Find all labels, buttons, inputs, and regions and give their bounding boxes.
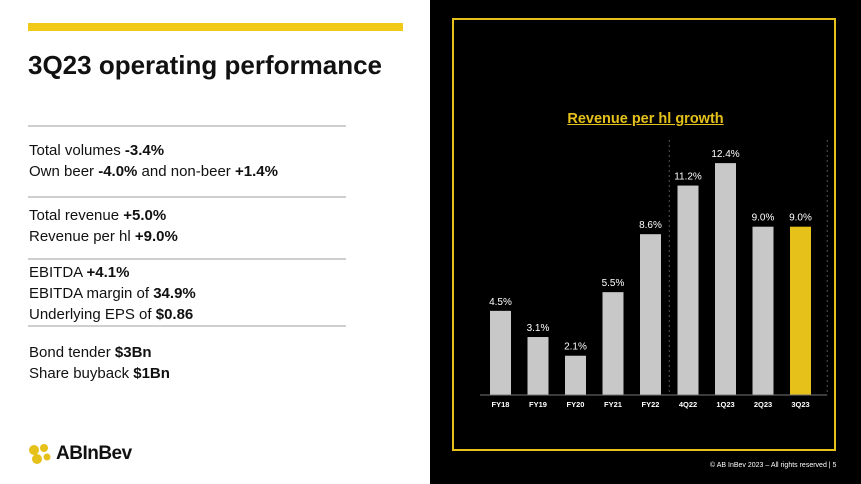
bar-fy20	[565, 355, 586, 395]
kpi-group-revenue: Total revenue +5.0% Revenue per hl +9.0%	[29, 205, 178, 247]
kpi-line: Revenue per hl +9.0%	[29, 226, 178, 247]
abinbev-logo-icon	[29, 444, 51, 464]
kpi-label: Bond tender	[29, 344, 115, 361]
abinbev-logo: ABInBev	[28, 441, 132, 467]
kpi-label: EBITDA	[29, 264, 87, 281]
page-title: 3Q23 operating performance	[28, 50, 382, 80]
x-tick-label: FY21	[604, 400, 622, 409]
revenue-per-hl-chart: 4.5% FY18 3.1% FY19 2.1% FY20 5.5% FY21 8.6% FY22…	[480, 140, 828, 409]
x-tick-label: FY22	[642, 400, 660, 409]
kpi-group-ebitda: EBITDA +4.1% EBITDA margin of 34.9% Underl…	[29, 262, 196, 325]
kpi-line: Bond tender $3Bn	[29, 342, 170, 363]
divider	[28, 325, 346, 327]
kpi-label: Revenue per hl	[29, 228, 135, 245]
divider	[28, 258, 346, 260]
data-label: 5.5%	[602, 278, 625, 289]
kpi-line: EBITDA margin of 34.9%	[29, 283, 196, 304]
kpi-label: Total revenue	[29, 207, 124, 224]
bar-fy18	[490, 310, 511, 395]
data-label: 11.2%	[674, 172, 702, 183]
data-label: 3.1%	[527, 323, 550, 334]
kpi-value: $3Bn	[114, 344, 152, 361]
data-label: 2.1%	[564, 342, 587, 353]
accent-bar	[28, 23, 403, 31]
kpi-value: $0.86	[155, 306, 194, 323]
kpi-value: +5.0%	[123, 207, 167, 224]
kpi-group-capital: Bond tender $3Bn Share buyback $1Bn	[29, 342, 170, 384]
data-label: 8.6%	[639, 220, 662, 231]
data-label: 4.5%	[489, 297, 512, 308]
bar-3q23	[790, 226, 811, 395]
kpi-value: 34.9%	[153, 285, 196, 302]
x-tick-label: 3Q23	[791, 400, 809, 409]
x-tick-label: FY19	[529, 400, 547, 409]
bar-2q23	[752, 226, 774, 395]
chart-frame	[452, 18, 836, 451]
divider	[28, 125, 346, 127]
kpi-line: EBITDA +4.1%	[29, 262, 196, 283]
kpi-value: $1Bn	[133, 365, 170, 382]
bar-fy19	[527, 337, 549, 395]
bar-1q23	[715, 163, 736, 395]
data-label: 9.0%	[789, 213, 812, 224]
data-label: 9.0%	[752, 213, 775, 224]
x-tick-label: FY20	[567, 400, 585, 409]
divider	[28, 196, 346, 198]
kpi-value: -4.0%	[98, 163, 138, 180]
kpi-line: Total revenue +5.0%	[29, 205, 178, 226]
data-label: 12.4%	[711, 149, 739, 160]
kpi-label: Share buyback	[29, 365, 134, 382]
left-panel: 3Q23 operating performance Total volumes…	[0, 0, 430, 484]
kpi-line: Total volumes -3.4%	[29, 140, 278, 161]
kpi-value: -3.4%	[124, 142, 165, 159]
kpi-value: +1.4%	[234, 163, 278, 180]
x-tick-label: FY18	[492, 400, 510, 409]
kpi-label: Total volumes	[29, 142, 125, 159]
kpi-line: Own beer -4.0% and non-beer +1.4%	[29, 161, 278, 182]
kpi-group-volumes: Total volumes -3.4% Own beer -4.0% and no…	[29, 140, 278, 182]
bar-4q22	[677, 185, 699, 395]
x-tick-label: 2Q23	[754, 400, 772, 409]
x-tick-label: 1Q23	[716, 400, 734, 409]
kpi-label: Own beer	[29, 163, 99, 180]
logo-text: ABInBev	[56, 443, 132, 464]
kpi-label: EBITDA margin of	[29, 285, 154, 302]
kpi-label: Underlying EPS of	[29, 306, 156, 323]
x-tick-label: 4Q22	[679, 400, 697, 409]
bar-fy22	[640, 234, 661, 395]
bar-fy21	[602, 292, 624, 395]
kpi-value: +4.1%	[86, 264, 130, 281]
kpi-value: +9.0%	[134, 228, 178, 245]
right-panel: Revenue per hl growth 4.5% FY18 3.1% FY19 2.…	[430, 0, 861, 484]
kpi-label: and non-beer	[137, 163, 235, 180]
kpi-line: Underlying EPS of $0.86	[29, 304, 196, 325]
copyright-footer: © AB InBev 2023 – All rights reserved | …	[710, 462, 837, 469]
chart-title: Revenue per hl growth	[567, 111, 724, 127]
kpi-line: Share buyback $1Bn	[29, 363, 170, 384]
